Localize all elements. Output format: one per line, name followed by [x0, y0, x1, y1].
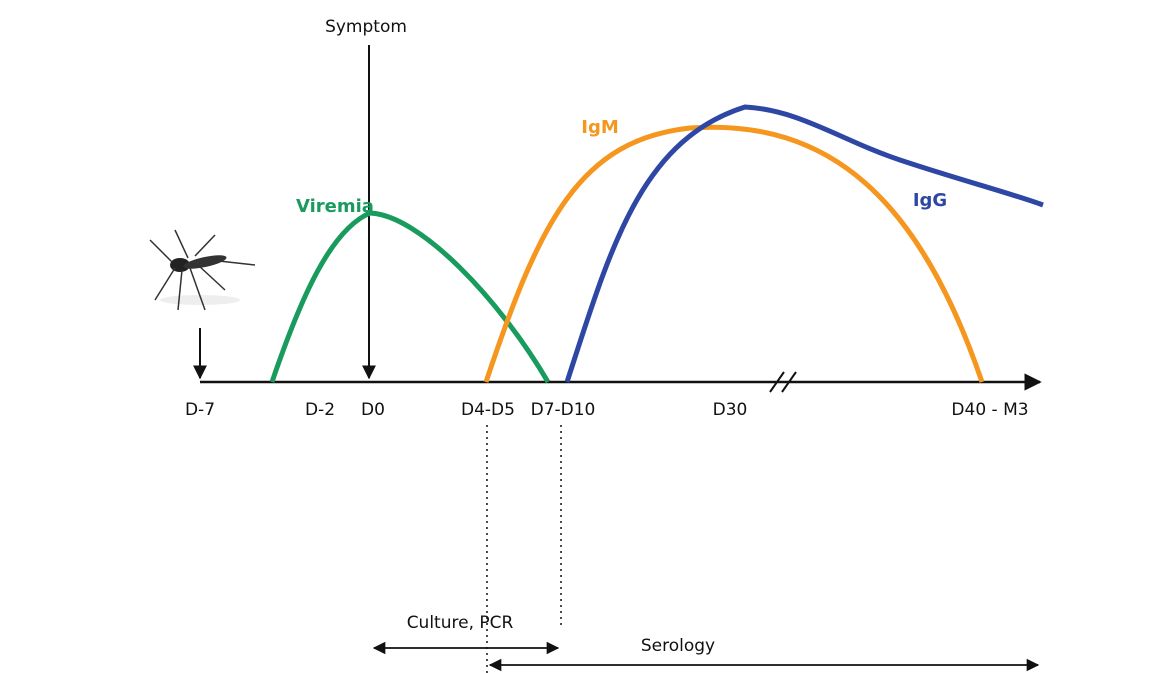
symptom-label: Symptom	[325, 17, 407, 37]
viremia-label: Viremia	[296, 196, 374, 217]
time-label: D0	[361, 400, 385, 420]
range-label: Culture, PCR	[407, 613, 514, 633]
time-label: D7-D10	[531, 400, 596, 420]
range-label: Serology	[641, 636, 715, 656]
igg-label: IgG	[913, 190, 947, 211]
time-label: D-2	[305, 400, 335, 420]
time-label: D30	[713, 400, 748, 420]
diagram: Symptom Viremia IgM IgG D-7 D-2 D0 D4-D5…	[0, 0, 1167, 673]
igm-label: IgM	[581, 117, 619, 138]
time-label: D-7	[185, 400, 215, 420]
time-label: D4-D5	[461, 400, 515, 420]
time-label: D40 - M3	[951, 400, 1028, 420]
